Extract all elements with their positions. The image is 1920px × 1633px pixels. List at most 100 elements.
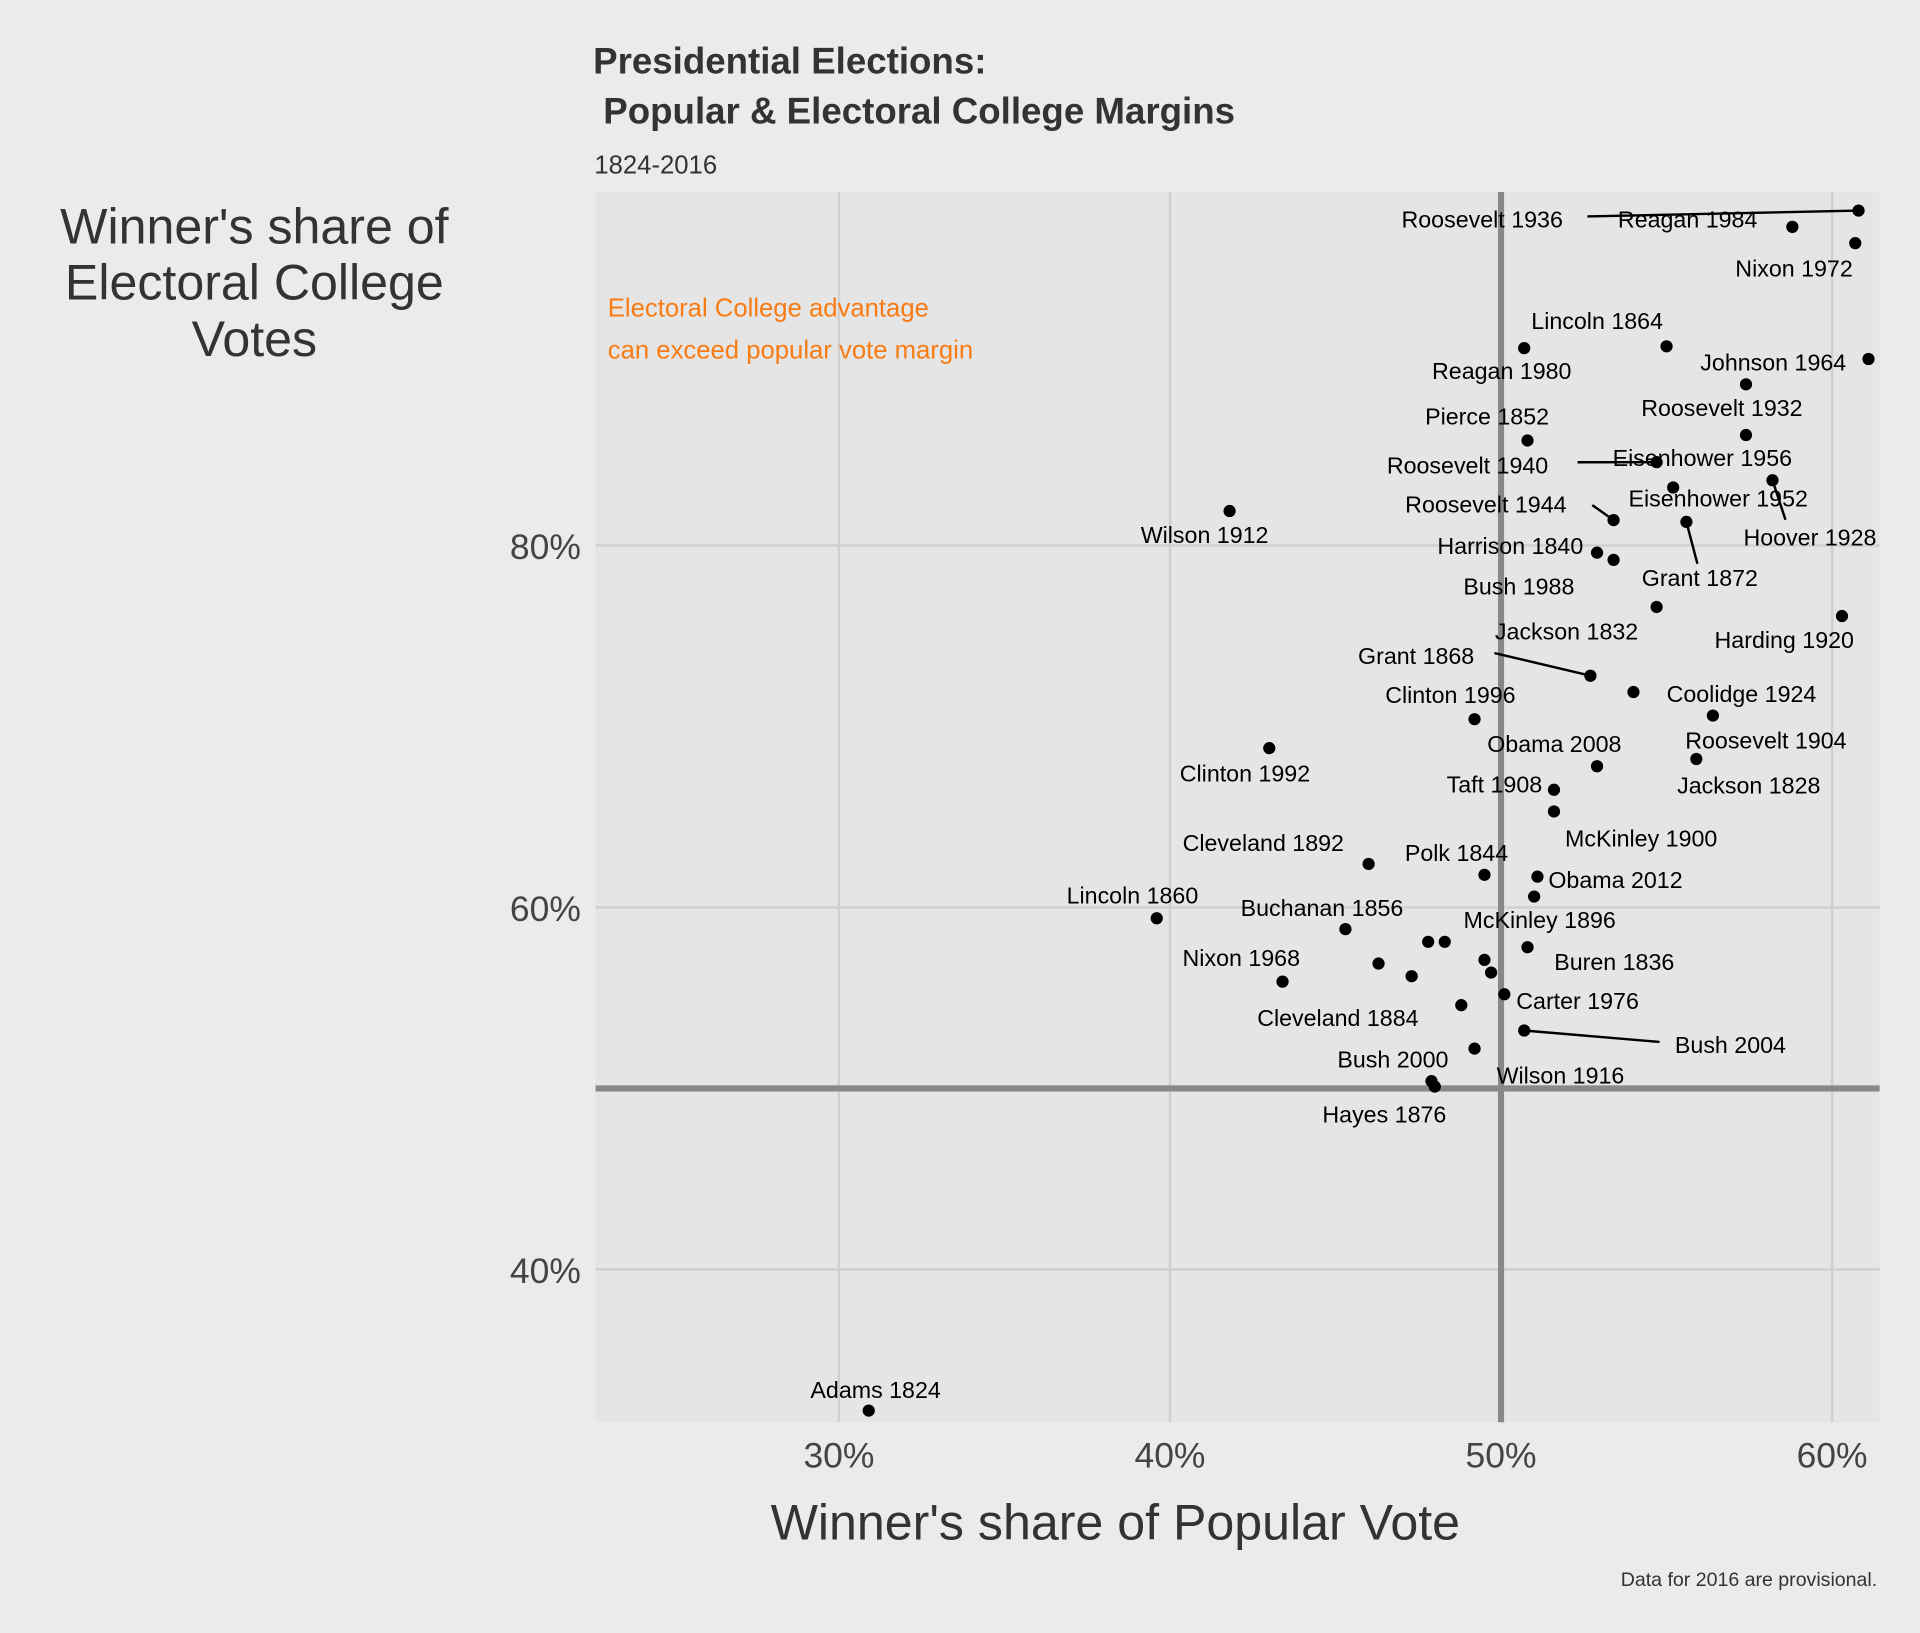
point-label: Jackson 1828 bbox=[1677, 773, 1820, 799]
y-axis-title-line-1: Winner's share of bbox=[60, 198, 449, 254]
plot-panel bbox=[596, 192, 1880, 1422]
y-axis-title-line-3: Votes bbox=[192, 311, 317, 367]
point-label: Bush 1988 bbox=[1463, 573, 1574, 599]
data-point bbox=[1422, 936, 1434, 948]
data-point bbox=[1485, 966, 1497, 978]
data-point bbox=[1263, 742, 1275, 754]
data-point bbox=[1548, 784, 1560, 796]
data-point bbox=[1362, 858, 1374, 870]
point-label: Roosevelt 1940 bbox=[1387, 452, 1548, 478]
point-label: Bush 2000 bbox=[1337, 1047, 1448, 1073]
point-label: Coolidge 1924 bbox=[1667, 681, 1817, 707]
point-label: Cleveland 1884 bbox=[1257, 1005, 1418, 1031]
point-label: Adams 1824 bbox=[810, 1377, 940, 1403]
point-label: Polk 1844 bbox=[1405, 840, 1508, 866]
point-label: Hayes 1876 bbox=[1322, 1102, 1446, 1128]
data-point bbox=[1151, 912, 1163, 924]
chart-title-line-2: Popular & Electoral College Margins bbox=[593, 91, 1235, 132]
point-label: McKinley 1896 bbox=[1464, 907, 1616, 933]
point-label: Wilson 1912 bbox=[1141, 522, 1269, 548]
y-axis-title-line-2: Electoral College bbox=[65, 255, 444, 311]
point-label: Clinton 1992 bbox=[1180, 760, 1310, 786]
point-label: Pierce 1852 bbox=[1425, 403, 1549, 429]
data-point bbox=[1680, 516, 1692, 528]
data-point bbox=[1531, 871, 1543, 883]
annotation-line-1: Electoral College advantage bbox=[608, 295, 929, 323]
data-point bbox=[1455, 999, 1467, 1011]
data-point bbox=[1518, 342, 1530, 354]
data-point bbox=[1372, 957, 1384, 969]
data-point bbox=[1518, 1024, 1530, 1036]
point-label: Harrison 1840 bbox=[1437, 533, 1583, 559]
data-point bbox=[1276, 976, 1288, 988]
y-tick-label: 60% bbox=[510, 889, 581, 929]
point-label: Eisenhower 1956 bbox=[1613, 445, 1792, 471]
data-point bbox=[1406, 970, 1418, 982]
point-label: Lincoln 1864 bbox=[1531, 308, 1663, 334]
data-point bbox=[1478, 869, 1490, 881]
x-tick-label: 50% bbox=[1466, 1436, 1537, 1476]
point-label: Cleveland 1892 bbox=[1183, 830, 1344, 856]
point-label: Obama 2008 bbox=[1487, 731, 1621, 757]
annotation-line-2: can exceed popular vote margin bbox=[608, 336, 973, 364]
data-point bbox=[1862, 353, 1874, 365]
point-label: Bush 2004 bbox=[1675, 1032, 1786, 1058]
point-label: Eisenhower 1952 bbox=[1628, 485, 1807, 511]
data-point bbox=[1339, 923, 1351, 935]
point-label: Buren 1836 bbox=[1554, 949, 1674, 975]
point-label: Harding 1920 bbox=[1715, 627, 1854, 653]
point-label: Reagan 1984 bbox=[1618, 206, 1758, 232]
data-point bbox=[1627, 686, 1639, 698]
point-label: Carter 1976 bbox=[1516, 988, 1639, 1014]
point-label: Roosevelt 1904 bbox=[1685, 727, 1846, 753]
data-point bbox=[1429, 1080, 1441, 1092]
data-point bbox=[1584, 670, 1596, 682]
data-point bbox=[1740, 429, 1752, 441]
data-point bbox=[1498, 988, 1510, 1000]
caption: Data for 2016 are provisional. bbox=[1621, 1569, 1877, 1591]
data-point bbox=[1478, 954, 1490, 966]
x-tick-label: 40% bbox=[1134, 1436, 1205, 1476]
point-label: Grant 1868 bbox=[1358, 643, 1474, 669]
data-point bbox=[1468, 713, 1480, 725]
data-point bbox=[1521, 434, 1533, 446]
y-tick-label: 40% bbox=[510, 1251, 581, 1291]
point-label: Clinton 1996 bbox=[1385, 682, 1515, 708]
data-point bbox=[1836, 610, 1848, 622]
point-label: Jackson 1832 bbox=[1495, 619, 1638, 645]
chart-title-line-1: Presidential Elections: bbox=[593, 40, 986, 81]
data-point bbox=[1740, 378, 1752, 390]
point-label: Nixon 1972 bbox=[1735, 255, 1852, 281]
data-point bbox=[1439, 936, 1451, 948]
point-label: Nixon 1968 bbox=[1183, 945, 1300, 971]
data-point bbox=[1849, 237, 1861, 249]
data-point bbox=[1852, 204, 1864, 216]
data-point bbox=[1591, 547, 1603, 559]
data-point bbox=[1521, 941, 1533, 953]
point-label: Buchanan 1856 bbox=[1241, 895, 1404, 921]
point-label: Wilson 1916 bbox=[1497, 1063, 1625, 1089]
data-point bbox=[863, 1404, 875, 1416]
data-point bbox=[1607, 514, 1619, 526]
data-point bbox=[1548, 805, 1560, 817]
point-label: Roosevelt 1944 bbox=[1405, 491, 1566, 517]
x-axis-title: Winner's share of Popular Vote bbox=[771, 1495, 1460, 1551]
chart-subtitle: 1824-2016 bbox=[594, 152, 717, 180]
data-point bbox=[1690, 753, 1702, 765]
data-point bbox=[1223, 505, 1235, 517]
data-point bbox=[1468, 1042, 1480, 1054]
point-label: Johnson 1964 bbox=[1700, 350, 1846, 376]
point-label: Roosevelt 1932 bbox=[1641, 395, 1802, 421]
data-point bbox=[1651, 601, 1663, 613]
data-point bbox=[1591, 760, 1603, 772]
x-tick-label: 60% bbox=[1797, 1436, 1868, 1476]
point-label: Grant 1872 bbox=[1642, 565, 1758, 591]
data-point bbox=[1660, 340, 1672, 352]
data-point bbox=[1528, 890, 1540, 902]
data-point bbox=[1786, 221, 1798, 233]
point-label: Reagan 1980 bbox=[1432, 358, 1571, 384]
point-label: Lincoln 1860 bbox=[1067, 883, 1199, 909]
point-label: Taft 1908 bbox=[1447, 771, 1543, 797]
